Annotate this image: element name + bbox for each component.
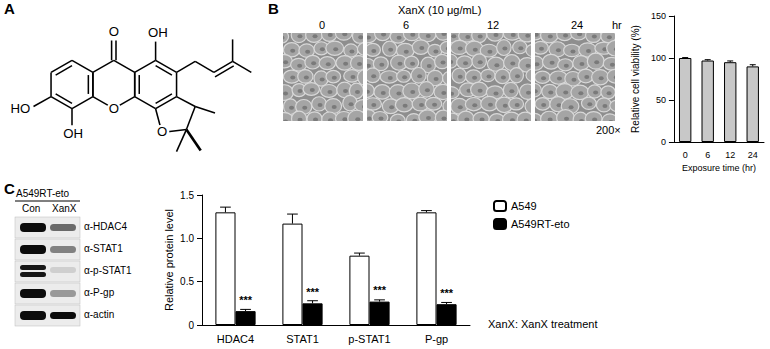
svg-text:***: ***	[306, 286, 320, 298]
svg-text:0.5: 0.5	[180, 276, 194, 287]
svg-text:OH: OH	[148, 25, 168, 40]
svg-text:1.0: 1.0	[180, 233, 194, 244]
svg-text:0: 0	[188, 320, 194, 331]
html-text:hr: hr	[612, 19, 622, 31]
svg-text:O: O	[157, 124, 167, 139]
html-text:12: 12	[487, 19, 500, 31]
svg-text:24: 24	[748, 150, 758, 160]
svg-text:O: O	[109, 24, 119, 39]
svg-text:A549RT-eto: A549RT-eto	[511, 218, 570, 230]
html-text:XanX: XanX treatment: XanX: XanX treatment	[488, 318, 598, 330]
html-text:0: 0	[319, 19, 326, 31]
svg-text:150: 150	[651, 11, 666, 21]
html-text:A: A	[4, 0, 15, 17]
svg-text:A549: A549	[511, 200, 537, 212]
svg-text:***: ***	[239, 294, 253, 306]
html-text:Con: Con	[22, 203, 41, 214]
html-text:α-HDAC4: α-HDAC4	[84, 221, 127, 232]
svg-text:O: O	[109, 101, 119, 116]
svg-text:0: 0	[661, 137, 666, 147]
svg-text:Relative protein level: Relative protein level	[163, 209, 175, 311]
svg-text:HDAC4: HDAC4	[217, 333, 254, 345]
svg-text:P-gp: P-gp	[425, 333, 448, 345]
svg-text:OH: OH	[63, 126, 83, 141]
svg-text:Exposure time (hr): Exposure time (hr)	[682, 163, 756, 173]
html-text:XanX: XanX	[52, 203, 77, 214]
svg-text:Relative cell viability (%): Relative cell viability (%)	[630, 25, 641, 133]
html-text:B: B	[268, 0, 279, 17]
html-text:CA549RT-eto: CA549RT-eto	[4, 180, 70, 199]
html-text:XanX (10 μg/mL): XanX (10 μg/mL)	[398, 4, 482, 16]
html-text:α-STAT1: α-STAT1	[84, 243, 123, 254]
html-text:24: 24	[571, 19, 584, 31]
svg-text:STAT1: STAT1	[286, 333, 319, 345]
html-text:6: 6	[403, 19, 410, 31]
svg-text:100: 100	[651, 53, 666, 63]
html-text:α-p-STAT1: α-p-STAT1	[84, 265, 132, 276]
svg-text:0: 0	[683, 150, 688, 160]
svg-text:***: ***	[373, 284, 387, 296]
svg-text:HO: HO	[10, 101, 30, 116]
html-text:α-actin: α-actin	[84, 309, 115, 320]
svg-text:p-STAT1: p-STAT1	[348, 333, 390, 345]
svg-text:12: 12	[725, 150, 735, 160]
html-text:200×: 200×	[596, 124, 621, 136]
svg-text:1.5: 1.5	[180, 190, 194, 201]
svg-text:50: 50	[656, 95, 666, 105]
html-text:α-P-gp: α-P-gp	[84, 287, 115, 298]
svg-text:***: ***	[440, 287, 454, 299]
svg-text:6: 6	[705, 150, 710, 160]
